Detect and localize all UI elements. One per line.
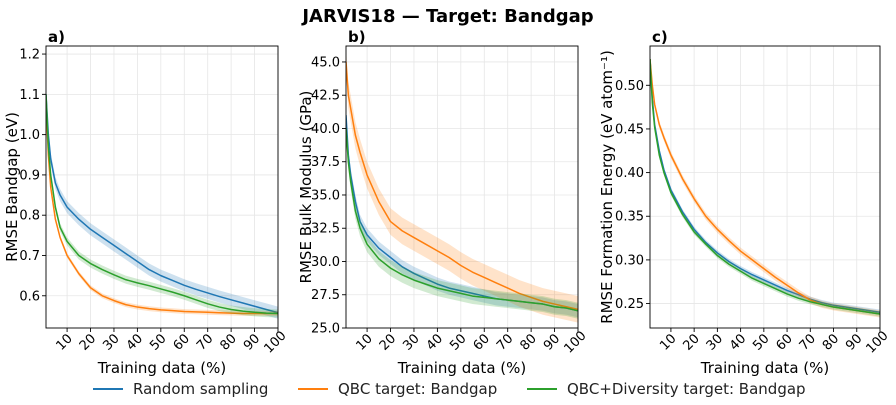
x-tick-label: 90: [241, 331, 263, 353]
legend-swatch-random: [93, 388, 123, 390]
x-tick-label: 60: [171, 331, 193, 353]
y-tick-label: 1.1: [19, 88, 40, 103]
x-tick-label: 70: [797, 331, 819, 353]
y-tick-label: 0.50: [615, 79, 644, 94]
y-tick-label: 32.5: [311, 222, 340, 237]
x-tick-label: 20: [681, 331, 703, 353]
x-tick-label: 20: [77, 331, 99, 353]
panel-label: c): [652, 28, 668, 46]
y-tick-label: 0.7: [19, 249, 40, 264]
series-line-2: [346, 61, 578, 311]
series-line-3: [46, 94, 278, 315]
y-tick-label: 1.2: [19, 48, 40, 63]
series-line-2: [46, 102, 278, 315]
axes-frame: [345, 45, 579, 329]
y-tick-label: 45.0: [311, 55, 340, 70]
legend-item-random: Random sampling: [93, 376, 268, 402]
y-tick-label: 30.0: [311, 255, 340, 270]
x-tick-label: 30: [100, 331, 122, 353]
x-tick-label: 30: [704, 331, 726, 353]
x-tick-label: 70: [494, 331, 516, 353]
x-tick-label: 80: [518, 331, 540, 353]
x-tick-label: 10: [353, 331, 375, 353]
x-tick-label: 50: [147, 331, 169, 353]
series-band-1: [650, 56, 880, 315]
legend-label-random: Random sampling: [133, 380, 269, 398]
y-axis-label: RMSE Bandgap (eV): [3, 112, 21, 262]
y-tick-label: 0.9: [19, 168, 40, 183]
x-tick-label: 60: [773, 331, 795, 353]
y-axis-label: RMSE Formation Energy (eV atom⁻¹): [598, 50, 616, 324]
series-line-1: [650, 59, 880, 314]
series-band-1: [46, 88, 278, 319]
series-band-2: [346, 48, 578, 323]
legend-label-qbc-diversity: QBC+Diversity target: Bandgap: [567, 380, 806, 398]
x-tick-label: 60: [471, 331, 493, 353]
x-tick-label: 40: [424, 331, 446, 353]
panel-label: b): [348, 28, 366, 46]
series-band-2: [46, 99, 278, 316]
series-line-2: [650, 59, 880, 315]
y-tick-label: 0.6: [19, 289, 40, 304]
series-band-3: [346, 120, 578, 319]
x-axis-label: Training data (%): [397, 359, 526, 377]
y-axis-label: RMSE Bulk Modulus (GPa): [297, 91, 315, 284]
legend-swatch-qbc: [298, 388, 328, 390]
y-tick-label: 1.0: [19, 128, 40, 143]
plot-area: [650, 55, 880, 318]
x-tick-label: 100: [561, 328, 589, 356]
x-tick-label: 40: [727, 331, 749, 353]
y-tick-label: 37.5: [311, 155, 340, 170]
axes-frame: [649, 45, 881, 329]
y-tick-label: 0.45: [615, 122, 644, 137]
series-line-1: [46, 94, 278, 314]
y-tick-label: 40.0: [311, 122, 340, 137]
y-tick-label: 27.5: [311, 288, 340, 303]
y-tick-label: 0.40: [615, 166, 644, 181]
legend-label-qbc: QBC target: Bandgap: [338, 380, 498, 398]
y-tick-label: 35.0: [311, 188, 340, 203]
plot-area: [46, 88, 278, 319]
y-tick-label: 0.8: [19, 209, 40, 224]
x-axis-label: Training data (%): [700, 359, 829, 377]
legend-swatch-qbc-diversity: [527, 388, 557, 390]
y-tick-label: 42.5: [311, 89, 340, 104]
x-tick-label: 100: [261, 328, 289, 356]
legend-item-qbc: QBC target: Bandgap: [298, 376, 497, 402]
x-axis-label: Training data (%): [97, 359, 226, 377]
x-tick-label: 70: [194, 331, 216, 353]
x-tick-label: 90: [843, 331, 865, 353]
x-tick-label: 30: [400, 331, 422, 353]
x-tick-label: 80: [218, 331, 240, 353]
legend: Random sampling QBC target: Bandgap QBC+…: [0, 376, 896, 402]
axes-frame: [45, 45, 279, 329]
x-tick-label: 50: [447, 331, 469, 353]
x-tick-label: 20: [377, 331, 399, 353]
x-tick-label: 80: [820, 331, 842, 353]
x-tick-label: 50: [750, 331, 772, 353]
legend-item-qbc-diversity: QBC+Diversity target: Bandgap: [527, 376, 806, 402]
plot-area: [346, 48, 578, 323]
x-tick-label: 90: [541, 331, 563, 353]
x-tick-label: 40: [124, 331, 146, 353]
y-tick-label: 0.35: [615, 210, 644, 225]
y-tick-label: 25.0: [311, 322, 340, 337]
series-band-3: [650, 56, 880, 317]
y-tick-label: 0.30: [615, 253, 644, 268]
y-tick-label: 0.25: [615, 297, 644, 312]
series-line-3: [346, 128, 578, 312]
series-band-1: [346, 108, 578, 318]
x-tick-label: 10: [53, 331, 75, 353]
panel-label: a): [48, 28, 65, 46]
x-tick-label: 10: [657, 331, 679, 353]
series-band-3: [46, 90, 278, 318]
figure-title: JARVIS18 — Target: Bandgap: [300, 6, 593, 27]
x-tick-label: 100: [863, 328, 891, 356]
series-line-3: [650, 59, 880, 315]
